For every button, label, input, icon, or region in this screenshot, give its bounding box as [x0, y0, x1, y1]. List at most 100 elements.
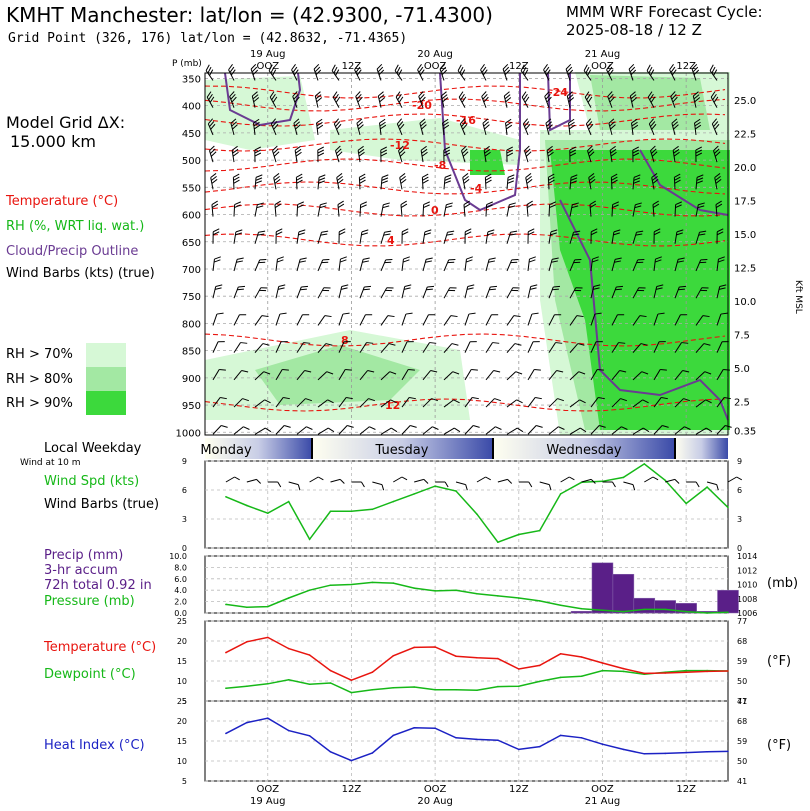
wind-barb-flag [443, 149, 451, 154]
bottom-axis-time: OOZ [424, 784, 447, 795]
heat-index-line-point [266, 717, 269, 719]
wind-barb-flag [485, 173, 492, 178]
wind-barb-flag [553, 285, 561, 288]
dewpoint-line-point [518, 685, 520, 687]
surface-wind-barb-staff [414, 478, 424, 483]
wind-barb-flag [324, 315, 332, 318]
wind-barb-flag [530, 284, 538, 287]
top-axis-time: 12Z [509, 61, 529, 72]
wind-barb-flag [650, 96, 656, 103]
wind-barb-flag [209, 121, 215, 127]
wind-barb-flag [384, 261, 392, 264]
surface-wind-barb-flag [674, 479, 680, 484]
wind-barb-flag [652, 178, 659, 184]
wind-barb-staff [401, 258, 404, 272]
wind-barb [590, 341, 603, 353]
wind-barb-flag [424, 229, 432, 233]
temperature-contour-label: -4 [470, 182, 483, 195]
legend-rh70-swatch [86, 343, 126, 367]
wind-barb-flag [589, 203, 597, 208]
wind-barb-staff [380, 399, 391, 408]
wind-barb [459, 118, 468, 136]
wind-barb-staff [274, 204, 277, 217]
wind-barb-flag [525, 123, 531, 130]
wind-barb-flag [252, 94, 259, 100]
wind-speed-line-point [622, 476, 625, 479]
temperature-contour [204, 333, 726, 347]
wind-barb-flag [619, 370, 627, 373]
wind-barb-staff [674, 314, 681, 326]
wind-barb [275, 256, 284, 272]
wind-barb-flag [504, 69, 511, 76]
wind-barb-staff [380, 315, 389, 326]
weekday-segment [675, 438, 728, 459]
wind-barb-staff [422, 286, 428, 299]
wind-barb-staff [715, 204, 718, 217]
wind-barb [275, 425, 291, 435]
temperature-contour [204, 158, 726, 172]
wind-barb-flag [298, 232, 305, 236]
surface-wind-barb-staff [623, 481, 634, 486]
surface-wind-barb [435, 481, 449, 488]
height-tick-label: 17.5 [734, 196, 756, 207]
top-axis-time: OOZ [424, 61, 447, 72]
surface-wind-barb-staff [455, 481, 466, 486]
wind-barb-staff [506, 399, 517, 408]
wind-barb-flag [232, 124, 238, 130]
wind-barb [293, 118, 301, 136]
wind-barb-flag [331, 64, 336, 71]
wind-barb-flag [546, 121, 553, 127]
wind-barb-flag [720, 312, 728, 315]
heat-index-line-point [685, 751, 687, 754]
wind-barb-flag [534, 369, 541, 371]
wind-barb [525, 173, 533, 190]
pressure-line-point [559, 604, 562, 606]
wind-barb-staff [250, 68, 256, 81]
wind-barb [674, 201, 682, 217]
wind-barb-flag [357, 121, 364, 127]
wind-barb-staff [419, 123, 424, 136]
wind-barb-staff [212, 258, 215, 272]
wind-barb-flag [214, 256, 221, 260]
pressure-line-point [538, 600, 541, 602]
heat-index-line-point [538, 745, 541, 748]
wind-barb-staff [485, 259, 490, 272]
wind-barb-staff [632, 287, 640, 299]
heat-index-line-point [246, 721, 248, 724]
pressure-line-point [580, 607, 583, 610]
surface-wind-barb-flag [652, 476, 659, 481]
wind-barb-flag [365, 314, 373, 316]
wind-barb-flag [278, 284, 286, 287]
wind-barb-flag [231, 145, 238, 151]
wind-barb-flag [629, 66, 636, 73]
wind-barb [233, 285, 246, 299]
wind-barb-flag [592, 256, 599, 260]
pressure-tick-label: 650 [182, 238, 201, 249]
wind-barb-flag [549, 201, 556, 206]
wind-barb-flag [237, 288, 244, 291]
wind-barb-staff [691, 68, 697, 81]
dewpoint-line-point [685, 669, 687, 672]
wind-barb-flag [480, 64, 485, 71]
wind-speed-line-point [455, 490, 457, 492]
wind-barb-flag [444, 177, 452, 181]
wind-barb [359, 257, 370, 272]
wind-barb [317, 427, 335, 435]
wind-barb [275, 369, 289, 381]
wind-barb-flag [631, 121, 638, 127]
surface-wind-barb-staff [497, 478, 508, 483]
surface-wind-barb-staff [393, 476, 403, 483]
wind-barb [672, 145, 680, 163]
wind-barb-flag [484, 148, 491, 154]
wind-barb-flag [544, 66, 550, 73]
wind-barb-flag [590, 228, 598, 233]
pressure-tick-label: 900 [182, 374, 201, 385]
wind-barb-flag [609, 96, 615, 103]
wind-barb-staff [254, 399, 265, 408]
wind-barb [506, 202, 516, 217]
wind-barb-staff [464, 286, 469, 299]
wind-barb-flag [424, 232, 431, 236]
bottom-axis-date: 19 Aug [250, 796, 285, 807]
heat-index-line-point [559, 734, 562, 737]
wind-barb-flag [235, 229, 243, 233]
